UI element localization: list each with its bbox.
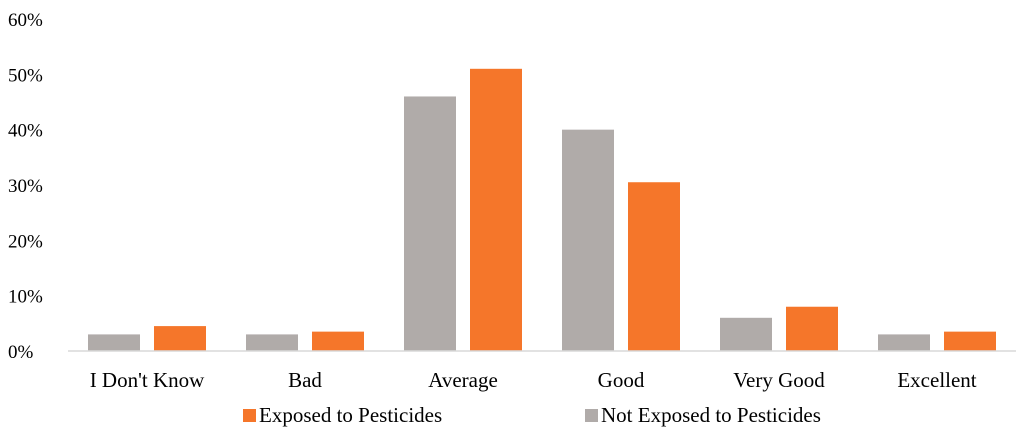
y-tick-label: 20% <box>8 231 43 252</box>
bar-exposed <box>312 331 364 351</box>
legend-label: Not Exposed to Pesticides <box>601 403 821 427</box>
bar-not-exposed <box>562 129 614 351</box>
bar-exposed <box>154 326 206 351</box>
bar-not-exposed <box>404 96 456 351</box>
y-tick-label: 10% <box>8 287 43 308</box>
legend-swatch <box>585 409 598 422</box>
y-tick-label: 30% <box>8 176 43 197</box>
legend-label: Exposed to Pesticides <box>259 403 442 427</box>
x-tick-label: Bad <box>288 368 322 392</box>
y-tick-label: 0% <box>8 342 34 363</box>
legend: Exposed to Pesticides Not Exposed to Pest… <box>243 403 821 427</box>
bar-not-exposed <box>88 334 140 351</box>
x-tick-label: I Don't Know <box>90 368 205 392</box>
x-tick-label: Average <box>428 368 498 392</box>
bar-not-exposed <box>720 317 772 351</box>
bar-exposed <box>628 182 680 351</box>
x-tick-label: Excellent <box>897 368 976 392</box>
y-tick-label: 50% <box>8 65 43 86</box>
legend-swatch <box>243 409 256 422</box>
bars <box>88 68 996 352</box>
bar-exposed <box>786 306 838 351</box>
y-tick-label: 40% <box>8 121 43 142</box>
y-tick-label: 60% <box>8 10 43 31</box>
bar-not-exposed <box>246 334 298 351</box>
bar-exposed <box>944 331 996 351</box>
x-axis: I Don't Know Bad Average Good Very Good Excel… <box>90 368 977 392</box>
y-axis: 0% 10% 20% 30% 40% 50% 60% <box>8 10 43 363</box>
x-tick-label: Very Good <box>733 368 825 392</box>
bar-not-exposed <box>878 334 930 351</box>
bar-exposed <box>470 68 522 352</box>
x-tick-label: Good <box>598 368 645 392</box>
